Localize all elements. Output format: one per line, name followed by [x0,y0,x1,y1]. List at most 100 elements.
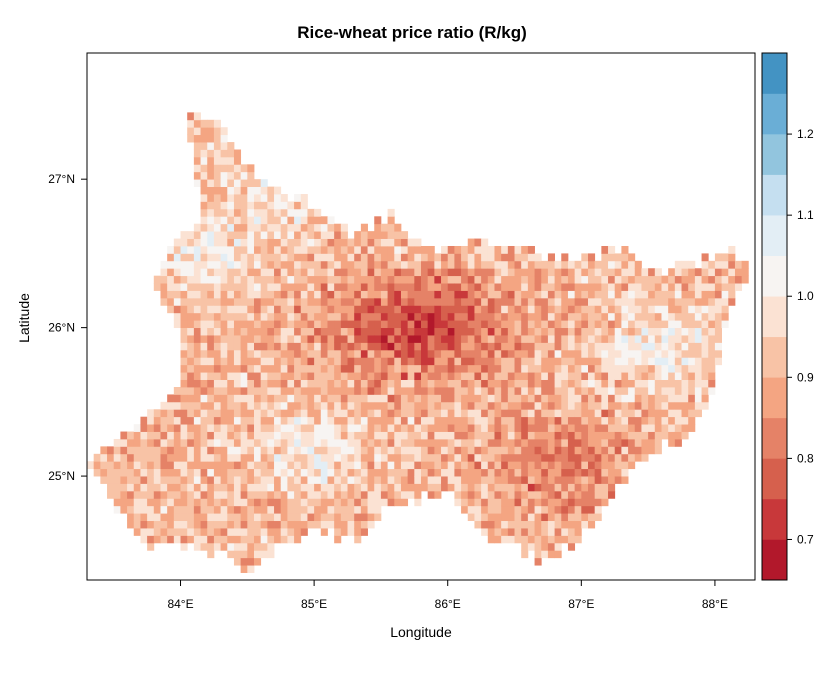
heatmap-cell [474,253,482,262]
heatmap-cell [320,431,328,440]
heatmap-cell [340,238,348,247]
heatmap-cell [287,490,295,499]
heatmap-cell [113,498,121,507]
heatmap-cell [240,208,248,217]
heatmap-cell [434,416,442,425]
heatmap-cell [648,438,656,447]
heatmap-cell [454,357,462,366]
heatmap-cell [467,468,475,477]
heatmap-cell [367,498,375,507]
heatmap-cell [527,468,535,477]
heatmap-cell [541,468,549,477]
heatmap-cell [213,528,221,536]
heatmap-cell [207,208,215,217]
heatmap-cell [254,305,262,314]
heatmap-cell [507,312,515,321]
heatmap-cell [327,305,335,314]
heatmap-cell [588,357,596,366]
heatmap-cell [160,297,168,306]
heatmap-cell [674,409,682,418]
heatmap-cell [187,461,195,470]
heatmap-cell [654,342,662,351]
heatmap-cell [227,372,235,380]
heatmap-cell [140,528,148,536]
heatmap-cell [547,490,555,499]
heatmap-cell [481,327,489,336]
heatmap-cell [207,260,215,269]
colorbar-tick-label: 1.0 [797,289,814,303]
heatmap-cell [314,409,322,418]
heatmap-cell [454,327,462,336]
heatmap-cell [621,409,629,418]
heatmap-cell [628,387,636,395]
heatmap-cell [213,156,221,165]
heatmap-cell [487,268,495,277]
heatmap-cell [574,505,582,514]
heatmap-cell [554,513,562,522]
heatmap-cell [641,387,649,395]
heatmap-cell [320,490,328,499]
heatmap-cell [534,557,542,566]
heatmap-cell [340,260,348,269]
heatmap-cell [300,387,308,395]
heatmap-cell [327,387,335,395]
heatmap-cell [360,379,368,388]
heatmap-cell [561,357,569,366]
heatmap-cell [521,416,529,425]
heatmap-cell [200,149,208,158]
heatmap-cell [347,335,355,343]
heatmap-cell [701,342,709,351]
heatmap-cell [287,201,295,210]
heatmap-cell [287,327,295,336]
heatmap-cell [527,528,535,536]
heatmap-cell [628,446,636,455]
heatmap-cell [240,364,248,373]
heatmap-cell [454,483,462,492]
heatmap-cell [153,283,161,291]
heatmap-cell [501,438,509,447]
heatmap-cell [227,431,235,440]
heatmap-cell [534,542,542,551]
heatmap-cell [461,394,469,403]
heatmap-cell [294,490,302,499]
heatmap-cell [501,468,509,477]
heatmap-cell [648,387,656,395]
heatmap-cell [233,409,242,418]
heatmap-cell [661,424,669,432]
heatmap-cell [708,342,716,351]
heatmap-cell [334,461,342,470]
heatmap-cell [260,194,268,202]
heatmap-cell [247,357,255,366]
heatmap-cell [728,297,736,306]
heatmap-cell [628,453,636,462]
heatmap-cell [220,283,228,291]
heatmap-cell [567,335,576,343]
heatmap-cell [227,513,235,522]
heatmap-cell [400,231,409,239]
heatmap-cell [280,520,288,529]
heatmap-cell [514,283,522,291]
heatmap-cell [474,394,482,403]
heatmap-cell [554,520,562,529]
heatmap-cell [574,535,582,544]
heatmap-cell [547,424,555,432]
heatmap-cell [193,416,201,425]
heatmap-cell [307,342,315,351]
heatmap-cell [400,387,409,395]
heatmap-cell [614,453,622,462]
heatmap-cell [514,320,522,329]
heatmap-cell [307,231,315,239]
heatmap-cell [167,268,175,277]
heatmap-cell [193,364,201,373]
heatmap-cell [447,394,455,403]
heatmap-cell [200,156,208,165]
heatmap-cell [421,409,429,418]
heatmap-cell [481,528,489,536]
heatmap-cell [207,216,215,225]
heatmap-cell [220,312,228,321]
heatmap-cell [654,446,662,455]
heatmap-cell [527,446,535,455]
heatmap-cell [260,260,268,269]
heatmap-cell [714,335,722,343]
heatmap-cell [561,394,569,403]
